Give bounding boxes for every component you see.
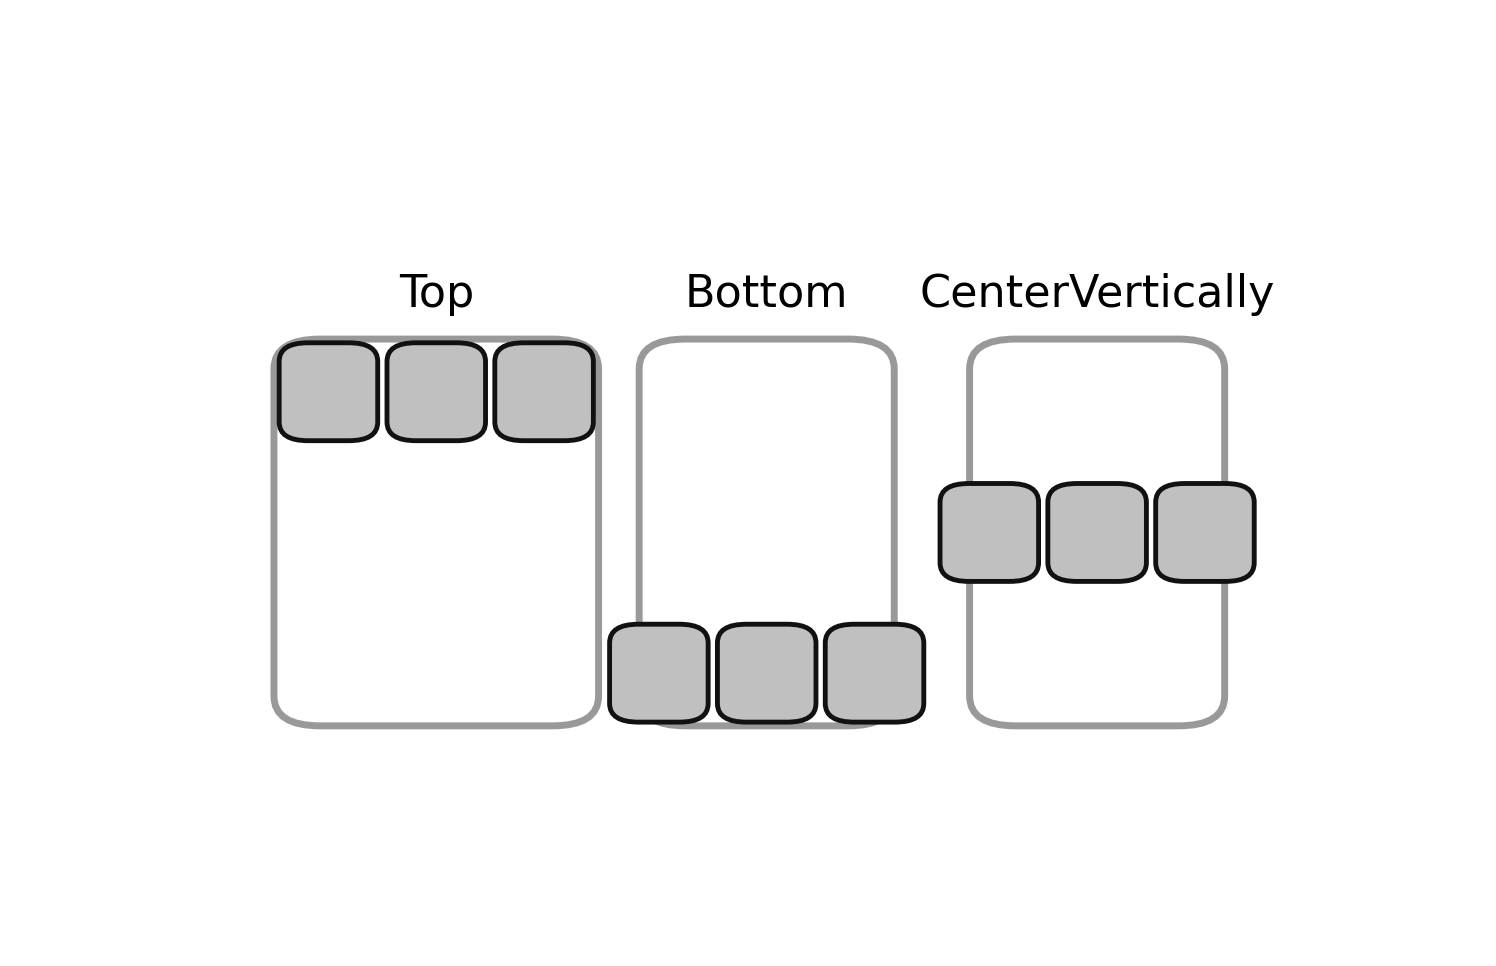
- FancyBboxPatch shape: [1047, 484, 1146, 582]
- Text: CenterVertically: CenterVertically: [920, 273, 1275, 316]
- FancyBboxPatch shape: [274, 339, 598, 725]
- FancyBboxPatch shape: [609, 624, 708, 723]
- FancyBboxPatch shape: [1156, 484, 1254, 582]
- Text: Top: Top: [398, 273, 474, 316]
- FancyBboxPatch shape: [495, 343, 594, 440]
- FancyBboxPatch shape: [718, 624, 815, 723]
- Text: Bottom: Bottom: [685, 273, 848, 316]
- FancyBboxPatch shape: [969, 339, 1225, 725]
- FancyBboxPatch shape: [639, 339, 895, 725]
- FancyBboxPatch shape: [939, 484, 1038, 582]
- FancyBboxPatch shape: [387, 343, 486, 440]
- FancyBboxPatch shape: [826, 624, 925, 723]
- FancyBboxPatch shape: [280, 343, 377, 440]
